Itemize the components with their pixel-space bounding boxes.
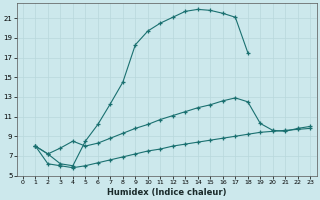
X-axis label: Humidex (Indice chaleur): Humidex (Indice chaleur) [107, 188, 226, 197]
